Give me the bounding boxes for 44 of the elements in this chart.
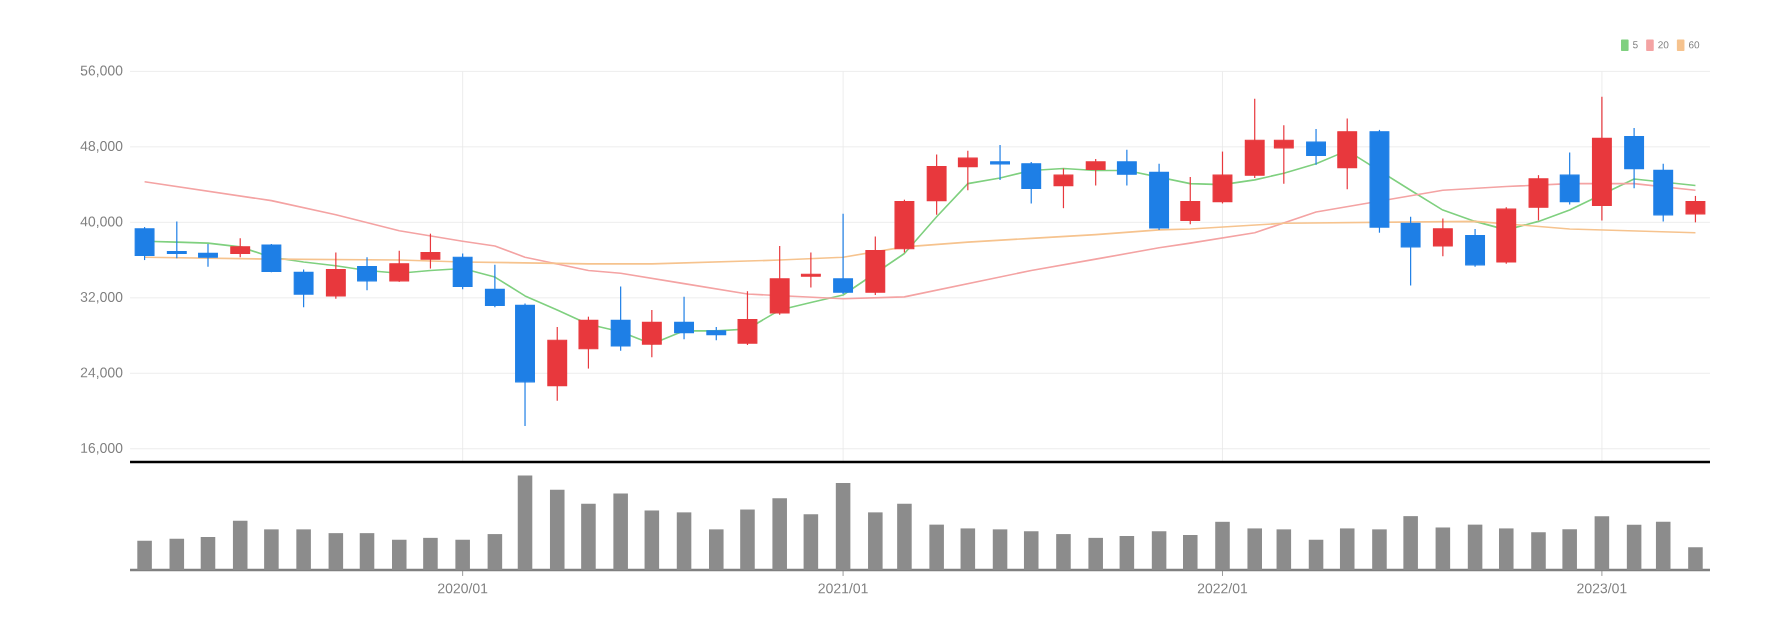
candlestick [452, 252, 473, 290]
candlestick [1053, 167, 1074, 209]
candlestick [357, 256, 377, 291]
candlestick [1180, 176, 1201, 225]
candlestick [1400, 216, 1421, 287]
candlestick [547, 326, 568, 402]
candlestick [578, 316, 599, 370]
candlestick [1244, 98, 1265, 179]
candlestick [1337, 117, 1358, 190]
candlestick [957, 150, 978, 191]
candlestick [674, 296, 695, 340]
candlestick [420, 233, 441, 270]
candlestick [261, 243, 282, 273]
candlestick [1559, 151, 1580, 206]
candlestick [1116, 149, 1137, 187]
candlestick [1685, 195, 1706, 223]
candlestick [737, 290, 758, 346]
candlestick [833, 213, 854, 295]
candlestick [166, 220, 187, 259]
candlestick [800, 251, 821, 289]
candlestick [990, 144, 1010, 181]
candlestick [230, 237, 251, 258]
candlestick [926, 153, 947, 216]
candlestick [769, 245, 790, 316]
candlestick [198, 243, 218, 268]
candlestick [1653, 163, 1674, 222]
candlestick [1465, 228, 1486, 268]
candlestick [894, 199, 915, 254]
candlestick [865, 235, 886, 296]
candlestick [1273, 124, 1294, 185]
candlestick [1432, 217, 1453, 257]
candlestick [1212, 150, 1233, 205]
candlestick [1624, 127, 1645, 189]
candlestick [293, 268, 314, 308]
candlestick [484, 264, 505, 308]
candlestick [1306, 128, 1326, 166]
candlestick [389, 250, 410, 283]
candlestick [1528, 174, 1549, 222]
candlestick [1021, 161, 1042, 205]
candlestick [134, 226, 155, 261]
candlestick [325, 251, 346, 300]
candlestick [610, 285, 631, 352]
candlestick [641, 309, 662, 358]
candlestick [1085, 158, 1106, 187]
